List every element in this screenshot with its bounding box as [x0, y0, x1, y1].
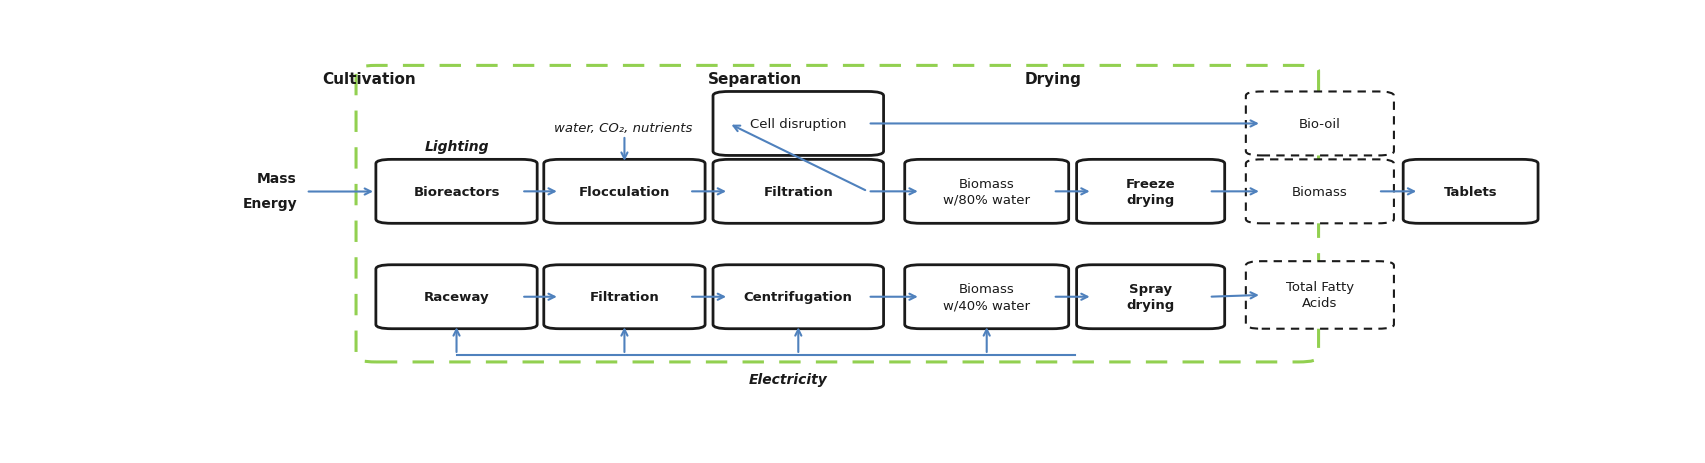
FancyBboxPatch shape — [544, 265, 704, 329]
Text: Cultivation: Cultivation — [322, 72, 416, 87]
FancyBboxPatch shape — [375, 160, 537, 224]
Text: Lighting: Lighting — [425, 139, 489, 153]
Text: Biomass
w/40% water: Biomass w/40% water — [943, 282, 1030, 312]
Text: Filtration: Filtration — [590, 291, 658, 304]
Text: Bio-oil: Bio-oil — [1298, 118, 1340, 131]
FancyBboxPatch shape — [1245, 92, 1393, 156]
FancyBboxPatch shape — [1076, 160, 1224, 224]
Text: Tablets: Tablets — [1442, 186, 1497, 199]
Text: Biomass
w/80% water: Biomass w/80% water — [943, 177, 1030, 206]
Text: Biomass: Biomass — [1291, 186, 1347, 199]
Text: Flocculation: Flocculation — [578, 186, 670, 199]
Text: Centrifugation: Centrifugation — [743, 291, 852, 304]
FancyBboxPatch shape — [1245, 262, 1393, 329]
FancyBboxPatch shape — [1402, 160, 1538, 224]
FancyBboxPatch shape — [375, 265, 537, 329]
FancyBboxPatch shape — [904, 160, 1067, 224]
Text: Energy: Energy — [242, 196, 297, 211]
Text: Drying: Drying — [1023, 72, 1081, 87]
Text: Total Fatty
Acids: Total Fatty Acids — [1286, 281, 1354, 310]
Text: Mass: Mass — [257, 172, 297, 186]
FancyBboxPatch shape — [713, 160, 883, 224]
Text: Separation: Separation — [708, 72, 801, 87]
FancyBboxPatch shape — [1076, 265, 1224, 329]
Text: Bioreactors: Bioreactors — [413, 186, 500, 199]
FancyBboxPatch shape — [713, 92, 883, 156]
Text: Spray
drying: Spray drying — [1125, 282, 1175, 312]
Text: water, CO₂, nutrients: water, CO₂, nutrients — [554, 122, 692, 135]
FancyBboxPatch shape — [904, 265, 1067, 329]
Text: Raceway: Raceway — [423, 291, 489, 304]
Text: Freeze
drying: Freeze drying — [1125, 177, 1175, 206]
FancyBboxPatch shape — [1245, 160, 1393, 224]
Text: Electricity: Electricity — [748, 372, 827, 386]
FancyBboxPatch shape — [713, 265, 883, 329]
Text: Filtration: Filtration — [762, 186, 832, 199]
Text: Cell disruption: Cell disruption — [750, 118, 846, 131]
FancyBboxPatch shape — [544, 160, 704, 224]
